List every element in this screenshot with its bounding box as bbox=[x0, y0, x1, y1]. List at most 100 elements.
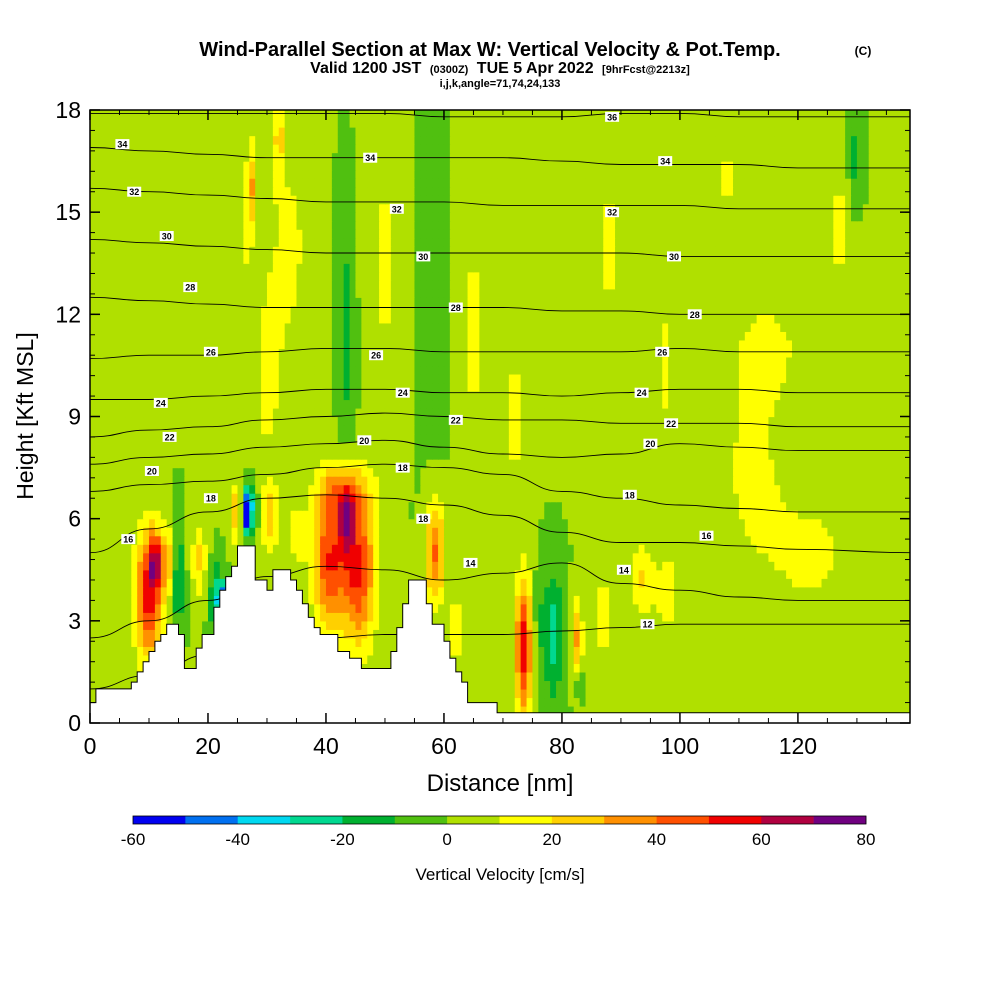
velocity-cell bbox=[733, 663, 740, 673]
velocity-cell bbox=[851, 586, 858, 596]
velocity-cell bbox=[679, 680, 687, 690]
velocity-cell bbox=[508, 425, 516, 435]
velocity-cell bbox=[408, 484, 416, 494]
velocity-cell bbox=[674, 544, 681, 554]
velocity-cell bbox=[90, 697, 97, 707]
velocity-cell bbox=[615, 467, 622, 477]
velocity-cell bbox=[792, 688, 799, 699]
velocity-cell bbox=[408, 416, 416, 426]
velocity-cell bbox=[331, 493, 339, 503]
velocity-cell bbox=[868, 629, 876, 639]
velocity-cell bbox=[774, 637, 781, 647]
velocity-cell bbox=[491, 654, 498, 664]
velocity-cell bbox=[662, 501, 669, 511]
velocity-cell bbox=[674, 671, 681, 682]
velocity-cell bbox=[231, 467, 239, 477]
velocity-cell bbox=[727, 629, 734, 639]
velocity-cell bbox=[95, 476, 103, 486]
velocity-cell bbox=[827, 442, 834, 452]
velocity-cell bbox=[438, 561, 445, 571]
velocity-cell bbox=[561, 552, 569, 562]
velocity-cell bbox=[638, 637, 646, 647]
velocity-cell bbox=[443, 450, 451, 460]
velocity-cell bbox=[738, 535, 746, 545]
velocity-cell bbox=[892, 637, 899, 647]
velocity-cell bbox=[491, 501, 498, 511]
velocity-cell bbox=[662, 654, 669, 664]
velocity-cell bbox=[160, 552, 168, 562]
velocity-cell bbox=[190, 476, 197, 486]
velocity-cell bbox=[526, 663, 534, 673]
velocity-cell bbox=[320, 535, 327, 545]
velocity-cell bbox=[561, 425, 569, 435]
velocity-cell bbox=[479, 612, 486, 622]
velocity-cell bbox=[349, 459, 357, 469]
velocity-cell bbox=[95, 450, 103, 460]
velocity-cell bbox=[119, 501, 126, 511]
velocity-cell bbox=[597, 663, 604, 673]
velocity-cell bbox=[178, 629, 185, 639]
velocity-cell bbox=[780, 450, 787, 460]
velocity-cell bbox=[426, 476, 433, 486]
velocity-cell bbox=[154, 629, 162, 639]
velocity-cell bbox=[715, 654, 722, 664]
velocity-cell bbox=[473, 433, 480, 443]
velocity-cell bbox=[886, 612, 893, 622]
velocity-cell bbox=[172, 416, 180, 426]
velocity-cell bbox=[213, 459, 221, 469]
velocity-cell bbox=[738, 433, 746, 443]
velocity-cell bbox=[202, 416, 209, 426]
velocity-cell bbox=[113, 637, 121, 647]
velocity-cell bbox=[756, 450, 764, 460]
velocity-cell bbox=[615, 697, 622, 707]
velocity-cell bbox=[797, 467, 805, 477]
velocity-cell bbox=[579, 501, 587, 511]
velocity-cell bbox=[679, 459, 687, 469]
velocity-cell bbox=[626, 552, 634, 562]
velocity-cell bbox=[886, 705, 893, 716]
velocity-cell bbox=[567, 518, 575, 528]
velocity-cell bbox=[685, 518, 693, 528]
velocity-cell bbox=[609, 586, 616, 596]
velocity-cell bbox=[809, 671, 817, 682]
velocity-cell bbox=[497, 569, 504, 579]
velocity-cell bbox=[284, 544, 292, 554]
velocity-cell bbox=[615, 578, 622, 588]
velocity-cell bbox=[615, 654, 622, 664]
velocity-cell bbox=[626, 663, 634, 673]
velocity-cell bbox=[308, 578, 315, 588]
velocity-cell bbox=[526, 416, 534, 426]
velocity-cell bbox=[679, 467, 687, 477]
velocity-cell bbox=[90, 586, 97, 596]
velocity-cell bbox=[119, 620, 126, 630]
velocity-cell bbox=[851, 484, 858, 494]
velocity-cell bbox=[880, 510, 887, 520]
velocity-cell bbox=[709, 552, 716, 562]
velocity-cell bbox=[904, 569, 910, 579]
velocity-cell bbox=[184, 612, 191, 622]
velocity-cell bbox=[225, 467, 233, 477]
velocity-cell bbox=[526, 535, 534, 545]
velocity-cell bbox=[709, 595, 716, 605]
velocity-cell bbox=[632, 552, 640, 562]
velocity-cell bbox=[396, 569, 404, 579]
velocity-cell bbox=[320, 552, 327, 562]
velocity-cell bbox=[886, 527, 893, 537]
velocity-cell bbox=[207, 586, 215, 596]
velocity-cell bbox=[178, 459, 185, 469]
velocity-cell bbox=[502, 535, 510, 545]
velocity-cell bbox=[662, 552, 669, 562]
velocity-cell bbox=[255, 527, 262, 537]
velocity-cell bbox=[880, 578, 887, 588]
velocity-cell bbox=[526, 442, 534, 452]
velocity-cell bbox=[178, 544, 185, 554]
velocity-cell bbox=[727, 467, 734, 477]
velocity-cell bbox=[862, 493, 870, 503]
velocity-cell bbox=[508, 688, 516, 699]
velocity-cell bbox=[815, 425, 823, 435]
velocity-cell bbox=[620, 697, 628, 707]
velocity-cell bbox=[119, 425, 126, 435]
velocity-cell bbox=[556, 629, 563, 639]
velocity-cell bbox=[485, 484, 492, 494]
velocity-cell bbox=[190, 544, 197, 554]
